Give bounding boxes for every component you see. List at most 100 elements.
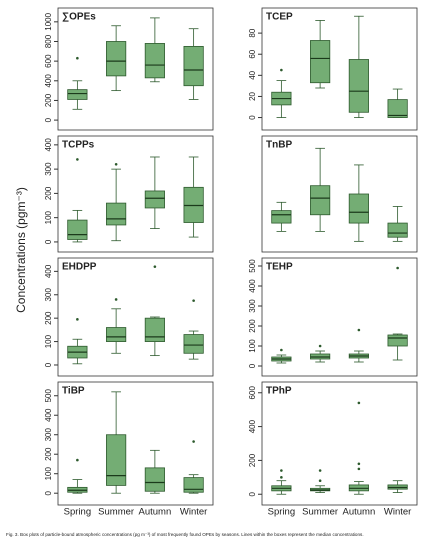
y-tick-label: 20 xyxy=(248,91,257,100)
y-tick-label: 0 xyxy=(44,117,53,122)
panel-frame xyxy=(57,381,214,506)
box xyxy=(106,327,127,342)
y-tick-label: 200 xyxy=(248,453,257,467)
box xyxy=(144,467,165,492)
caption: Fig. 3. Box plots of particle-bound atmo… xyxy=(6,532,364,537)
panel-title: TiBP xyxy=(62,386,85,397)
outlier xyxy=(357,467,361,471)
x-tick-label: Summer xyxy=(98,507,134,518)
y-tick-label: 500 xyxy=(44,389,53,403)
panel-frame xyxy=(57,7,214,131)
y-tick-label: 200 xyxy=(44,93,53,107)
panel-frame xyxy=(261,7,418,131)
y-tick-label: 400 xyxy=(248,419,257,433)
y-tick-label: 60 xyxy=(248,49,257,58)
box xyxy=(387,222,408,238)
outlier xyxy=(280,476,283,479)
y-tick-label: 200 xyxy=(44,186,53,200)
outlier xyxy=(153,265,157,268)
y-tick-label: 0 xyxy=(44,362,53,367)
panel-frame xyxy=(261,381,418,506)
box xyxy=(106,434,127,486)
box xyxy=(310,40,331,84)
outlier xyxy=(318,469,322,472)
panel-title: TEHP xyxy=(266,262,293,273)
y-tick-label: 400 xyxy=(248,279,257,293)
outlier xyxy=(396,266,399,270)
box xyxy=(106,202,127,226)
y-tick-label: 300 xyxy=(44,162,53,176)
box xyxy=(310,185,331,216)
outlier xyxy=(318,344,322,348)
outlier xyxy=(318,479,322,483)
box xyxy=(271,210,292,224)
y-tick-label: 80 xyxy=(248,28,257,37)
box xyxy=(183,45,204,87)
box xyxy=(144,43,165,79)
outlier xyxy=(357,328,361,332)
y-tick-label: 200 xyxy=(248,319,257,333)
box xyxy=(144,317,165,342)
y-tick-label: 300 xyxy=(44,428,53,442)
x-tick-label: Winter xyxy=(180,507,207,518)
box xyxy=(67,219,88,240)
x-tick-label: Autumn xyxy=(343,507,376,518)
outlier xyxy=(76,458,79,462)
y-tick-label: 400 xyxy=(44,264,53,278)
y-tick-label: 500 xyxy=(248,259,257,273)
panel-title: TPhP xyxy=(266,386,292,397)
y-tick-label: 400 xyxy=(44,74,53,88)
outlier xyxy=(192,299,195,302)
x-tick-label: Winter xyxy=(384,507,411,518)
y-tick-label: 800 xyxy=(44,34,53,48)
box xyxy=(183,186,204,223)
y-tick-label: 100 xyxy=(44,210,53,224)
y-tick-label: 0 xyxy=(44,239,53,244)
panel-frame xyxy=(57,257,214,377)
y-tick-label: 0 xyxy=(248,363,257,368)
y-tick-label: 0 xyxy=(44,490,53,495)
y-tick-label: 0 xyxy=(248,115,257,120)
box xyxy=(348,59,369,113)
y-tick-label: 0 xyxy=(248,491,257,496)
box xyxy=(387,99,408,118)
y-tick-label: 300 xyxy=(248,299,257,313)
panel-title: TCPPs xyxy=(62,140,95,151)
panel-title: EHDPP xyxy=(62,262,97,273)
outlier xyxy=(76,56,79,60)
x-tick-label: Spring xyxy=(64,507,91,518)
panel-title: TnBP xyxy=(266,140,292,151)
box xyxy=(387,334,408,347)
outlier xyxy=(357,401,361,405)
box xyxy=(106,41,127,77)
y-axis-label: Concentrations (pgm⁻³) xyxy=(14,187,28,313)
y-tick-label: 100 xyxy=(248,339,257,353)
y-tick-label: 400 xyxy=(44,138,53,152)
outlier xyxy=(114,298,118,301)
box xyxy=(144,190,165,209)
outlier xyxy=(76,158,79,161)
outlier xyxy=(280,68,283,72)
outlier xyxy=(114,162,118,166)
y-tick-label: 200 xyxy=(44,447,53,461)
x-tick-label: Summer xyxy=(302,507,338,518)
y-tick-label: 200 xyxy=(44,311,53,325)
outlier xyxy=(76,318,79,321)
outlier xyxy=(280,469,283,472)
panel-title: ∑OPEs xyxy=(62,12,96,23)
y-tick-label: 40 xyxy=(248,70,257,79)
outlier xyxy=(192,440,195,443)
box xyxy=(67,89,88,100)
y-tick-label: 100 xyxy=(44,334,53,348)
y-tick-label: 600 xyxy=(248,386,257,400)
y-tick-label: 600 xyxy=(44,54,53,68)
y-tick-label: 400 xyxy=(44,408,53,422)
box xyxy=(183,334,204,354)
box xyxy=(183,477,204,493)
panel-title: TCEP xyxy=(266,12,293,23)
x-tick-label: Autumn xyxy=(139,507,172,518)
y-tick-label: 300 xyxy=(44,288,53,302)
x-tick-label: Spring xyxy=(268,507,295,518)
y-tick-label: 100 xyxy=(44,466,53,480)
